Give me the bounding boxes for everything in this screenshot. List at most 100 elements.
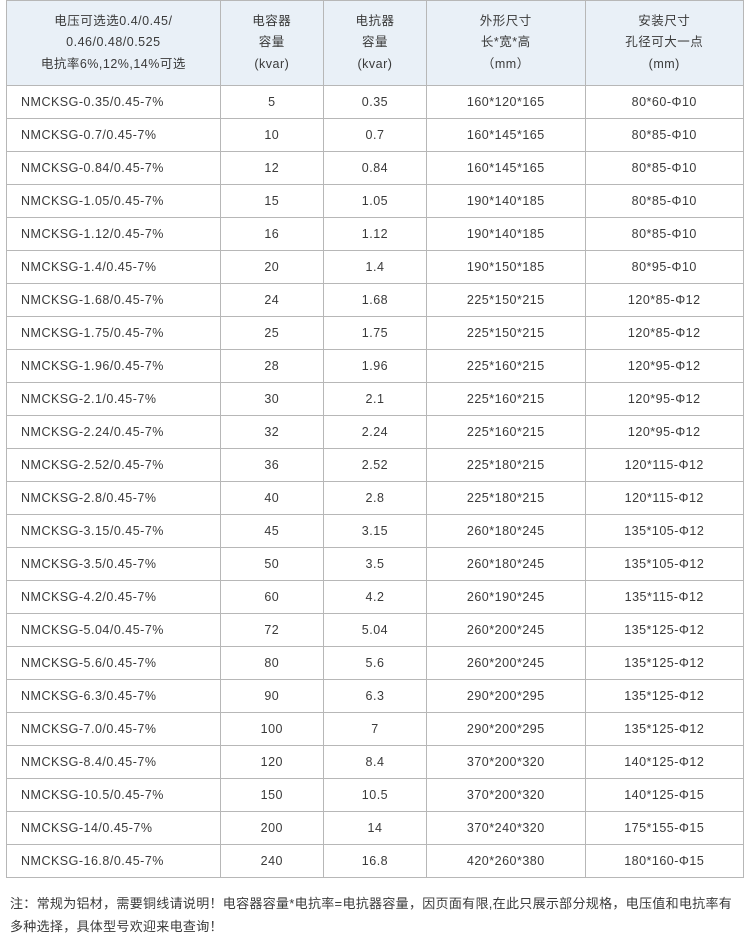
value-cell: 5.6 xyxy=(323,646,426,679)
table-row: NMCKSG-16.8/0.45-7%24016.8420*260*380180… xyxy=(7,844,744,877)
value-cell: 225*160*215 xyxy=(427,382,585,415)
value-cell: 370*240*320 xyxy=(427,811,585,844)
value-cell: 175*155-Φ15 xyxy=(585,811,743,844)
value-cell: 120 xyxy=(220,745,323,778)
table-row: NMCKSG-1.75/0.45-7%251.75225*150*215120*… xyxy=(7,316,744,349)
model-cell: NMCKSG-7.0/0.45-7% xyxy=(7,712,221,745)
value-cell: 260*180*245 xyxy=(427,514,585,547)
table-row: NMCKSG-2.24/0.45-7%322.24225*160*215120*… xyxy=(7,415,744,448)
value-cell: 120*85-Φ12 xyxy=(585,316,743,349)
value-cell: 370*200*320 xyxy=(427,745,585,778)
table-row: NMCKSG-4.2/0.45-7%604.2260*190*245135*11… xyxy=(7,580,744,613)
value-cell: 290*200*295 xyxy=(427,679,585,712)
value-cell: 225*160*215 xyxy=(427,349,585,382)
value-cell: 1.4 xyxy=(323,250,426,283)
table-row: NMCKSG-5.04/0.45-7%725.04260*200*245135*… xyxy=(7,613,744,646)
model-cell: NMCKSG-1.4/0.45-7% xyxy=(7,250,221,283)
value-cell: 120*95-Φ12 xyxy=(585,415,743,448)
value-cell: 36 xyxy=(220,448,323,481)
value-cell: 140*125-Φ12 xyxy=(585,745,743,778)
value-cell: 420*260*380 xyxy=(427,844,585,877)
table-row: NMCKSG-5.6/0.45-7%805.6260*200*245135*12… xyxy=(7,646,744,679)
value-cell: 240 xyxy=(220,844,323,877)
value-cell: 100 xyxy=(220,712,323,745)
value-cell: 180*160-Φ15 xyxy=(585,844,743,877)
value-cell: 135*125-Φ12 xyxy=(585,613,743,646)
value-cell: 135*105-Φ12 xyxy=(585,514,743,547)
value-cell: 24 xyxy=(220,283,323,316)
table-row: NMCKSG-0.84/0.45-7%120.84160*145*16580*8… xyxy=(7,151,744,184)
value-cell: 1.12 xyxy=(323,217,426,250)
value-cell: 10 xyxy=(220,118,323,151)
model-cell: NMCKSG-2.8/0.45-7% xyxy=(7,481,221,514)
table-row: NMCKSG-1.12/0.45-7%161.12190*140*18580*8… xyxy=(7,217,744,250)
table-row: NMCKSG-6.3/0.45-7%906.3290*200*295135*12… xyxy=(7,679,744,712)
value-cell: 7 xyxy=(323,712,426,745)
value-cell: 225*180*215 xyxy=(427,448,585,481)
value-cell: 20 xyxy=(220,250,323,283)
value-cell: 1.05 xyxy=(323,184,426,217)
model-cell: NMCKSG-14/0.45-7% xyxy=(7,811,221,844)
model-cell: NMCKSG-0.35/0.45-7% xyxy=(7,85,221,118)
table-row: NMCKSG-2.52/0.45-7%362.52225*180*215120*… xyxy=(7,448,744,481)
value-cell: 160*120*165 xyxy=(427,85,585,118)
col-header-2: 电抗器容量(kvar) xyxy=(323,1,426,86)
value-cell: 225*150*215 xyxy=(427,283,585,316)
value-cell: 190*150*185 xyxy=(427,250,585,283)
value-cell: 225*180*215 xyxy=(427,481,585,514)
value-cell: 32 xyxy=(220,415,323,448)
value-cell: 25 xyxy=(220,316,323,349)
model-cell: NMCKSG-4.2/0.45-7% xyxy=(7,580,221,613)
value-cell: 5.04 xyxy=(323,613,426,646)
value-cell: 1.75 xyxy=(323,316,426,349)
model-cell: NMCKSG-10.5/0.45-7% xyxy=(7,778,221,811)
value-cell: 290*200*295 xyxy=(427,712,585,745)
value-cell: 135*125-Φ12 xyxy=(585,712,743,745)
value-cell: 72 xyxy=(220,613,323,646)
value-cell: 120*115-Φ12 xyxy=(585,481,743,514)
value-cell: 3.5 xyxy=(323,547,426,580)
table-row: NMCKSG-2.8/0.45-7%402.8225*180*215120*11… xyxy=(7,481,744,514)
value-cell: 5 xyxy=(220,85,323,118)
table-row: NMCKSG-1.68/0.45-7%241.68225*150*215120*… xyxy=(7,283,744,316)
model-cell: NMCKSG-8.4/0.45-7% xyxy=(7,745,221,778)
value-cell: 90 xyxy=(220,679,323,712)
table-row: NMCKSG-2.1/0.45-7%302.1225*160*215120*95… xyxy=(7,382,744,415)
value-cell: 45 xyxy=(220,514,323,547)
value-cell: 16 xyxy=(220,217,323,250)
value-cell: 160*145*165 xyxy=(427,151,585,184)
value-cell: 16.8 xyxy=(323,844,426,877)
value-cell: 4.2 xyxy=(323,580,426,613)
model-cell: NMCKSG-0.7/0.45-7% xyxy=(7,118,221,151)
value-cell: 2.52 xyxy=(323,448,426,481)
value-cell: 370*200*320 xyxy=(427,778,585,811)
value-cell: 80*85-Φ10 xyxy=(585,217,743,250)
footnote: 注：常规为铝材，需要铜线请说明！电容器容量*电抗率=电抗器容量，因页面有限,在此… xyxy=(6,878,744,939)
table-row: NMCKSG-0.35/0.45-7%50.35160*120*16580*60… xyxy=(7,85,744,118)
value-cell: 80*60-Φ10 xyxy=(585,85,743,118)
value-cell: 0.35 xyxy=(323,85,426,118)
table-row: NMCKSG-1.96/0.45-7%281.96225*160*215120*… xyxy=(7,349,744,382)
value-cell: 120*85-Φ12 xyxy=(585,283,743,316)
spec-table: 电压可选选0.4/0.45/0.46/0.48/0.525电抗率6%,12%,1… xyxy=(6,0,744,878)
value-cell: 225*160*215 xyxy=(427,415,585,448)
value-cell: 135*125-Φ12 xyxy=(585,679,743,712)
col-header-3: 外形尺寸长*宽*高（mm） xyxy=(427,1,585,86)
model-cell: NMCKSG-1.68/0.45-7% xyxy=(7,283,221,316)
value-cell: 40 xyxy=(220,481,323,514)
value-cell: 225*150*215 xyxy=(427,316,585,349)
value-cell: 140*125-Φ15 xyxy=(585,778,743,811)
value-cell: 260*200*245 xyxy=(427,613,585,646)
model-cell: NMCKSG-3.5/0.45-7% xyxy=(7,547,221,580)
value-cell: 135*125-Φ12 xyxy=(585,646,743,679)
model-cell: NMCKSG-16.8/0.45-7% xyxy=(7,844,221,877)
value-cell: 80*85-Φ10 xyxy=(585,184,743,217)
value-cell: 60 xyxy=(220,580,323,613)
value-cell: 8.4 xyxy=(323,745,426,778)
table-row: NMCKSG-3.5/0.45-7%503.5260*180*245135*10… xyxy=(7,547,744,580)
model-cell: NMCKSG-1.96/0.45-7% xyxy=(7,349,221,382)
value-cell: 15 xyxy=(220,184,323,217)
value-cell: 6.3 xyxy=(323,679,426,712)
model-cell: NMCKSG-2.1/0.45-7% xyxy=(7,382,221,415)
value-cell: 190*140*185 xyxy=(427,217,585,250)
